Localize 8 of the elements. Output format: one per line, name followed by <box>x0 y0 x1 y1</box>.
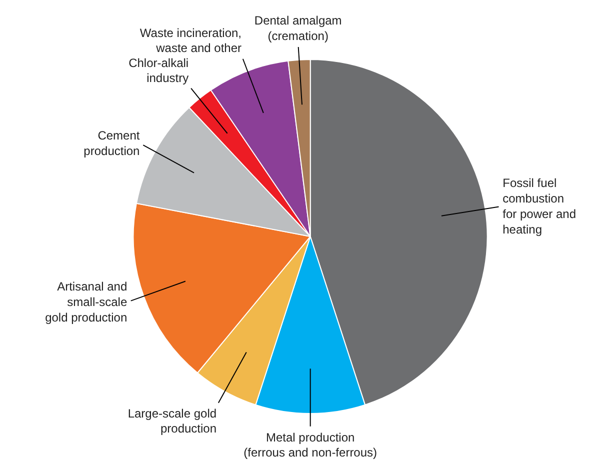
slice-label: Waste incineration, waste and other <box>140 26 242 56</box>
slice-label: Fossil fuel combustion for power and heating <box>502 176 576 236</box>
slice-label: Chlor-alkali industry <box>128 56 189 86</box>
slice-label: Artisanal and small-scale gold production <box>45 280 128 325</box>
slice-label: Metal production (ferrous and non-ferrous) <box>244 430 378 460</box>
slice-label: Large-scale gold production <box>128 406 217 436</box>
slice-label: Dental amalgam (cremation) <box>254 14 342 44</box>
slice-label: Cement production <box>84 128 140 158</box>
